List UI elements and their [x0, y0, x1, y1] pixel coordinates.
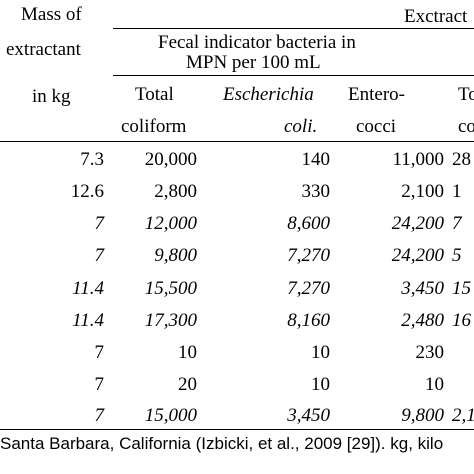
table-caption: Santa Barbara, California (Izbicki, et a… [0, 434, 444, 453]
cell-entero: 24,200 [391, 213, 444, 234]
cell-mass: 12.6 [70, 181, 104, 202]
column-header-label: Entero- [348, 84, 405, 105]
column-header-label: coli [458, 116, 474, 137]
cell-mass: 7 [94, 213, 105, 234]
cell-ecoli: 10 [311, 342, 330, 363]
cell-total: 20,000 [144, 149, 197, 170]
cell-total: 12,000 [144, 213, 197, 234]
cell-total: 10 [178, 342, 197, 363]
cell-entero: 230 [415, 342, 445, 363]
column-header-label: Escherichia [223, 84, 314, 105]
cell-ecoli: 3,450 [287, 405, 330, 426]
cell-mass: 7 [94, 374, 105, 395]
cell-ecoli: 10 [311, 374, 330, 395]
mass-header-line: Mass of [21, 4, 82, 25]
cell-next: 16 [452, 310, 471, 331]
cell-mass: 11.4 [72, 278, 104, 299]
cell-ecoli: 7,270 [287, 245, 330, 266]
group-header-rule [113, 28, 474, 29]
cell-next: 1 [452, 181, 462, 202]
cell-total: 2,800 [154, 181, 197, 202]
cell-ecoli: 140 [301, 149, 331, 170]
cell-next: 2,10 [452, 405, 474, 426]
header-bottom-rule [0, 141, 474, 142]
cell-mass: 7.3 [80, 149, 104, 170]
column-header-label: cocci [356, 116, 397, 137]
cell-ecoli: 8,600 [287, 213, 330, 234]
cell-entero: 2,480 [401, 310, 444, 331]
table-bottom-rule [0, 429, 474, 430]
cell-entero: 9,800 [401, 405, 444, 426]
cell-entero: 2,100 [401, 181, 444, 202]
cell-entero: 24,200 [391, 245, 444, 266]
cell-mass: 11.4 [72, 310, 104, 331]
cell-total: 17,300 [144, 310, 197, 331]
cell-total: 15,500 [144, 278, 197, 299]
cell-ecoli: 7,270 [287, 278, 330, 299]
cell-ecoli: 8,160 [287, 310, 330, 331]
cell-entero: 3,450 [401, 278, 444, 299]
cell-mass: 7 [94, 245, 105, 266]
cell-next: 28 [452, 149, 471, 170]
cell-total: 9,800 [154, 245, 197, 266]
column-header-label: coliform [121, 116, 187, 137]
cell-entero: 10 [425, 374, 444, 395]
cell-next: 15 [452, 278, 471, 299]
column-header-label: Total [135, 84, 174, 105]
mass-header-line: in kg [32, 86, 71, 107]
cell-mass: 7 [94, 405, 105, 426]
cell-entero: 11,000 [392, 149, 444, 170]
cell-next: 5 [452, 245, 462, 266]
cell-next: 7 [452, 213, 462, 234]
cell-total: 15,000 [144, 405, 197, 426]
column-header-label: To [458, 84, 474, 105]
column-header-label: coli. [284, 116, 318, 137]
fecal-indicator-header-line2: MPN per 100 mL [186, 52, 321, 73]
fecal-indicator-header-line1: Fecal indicator bacteria in [158, 32, 356, 53]
cell-ecoli: 330 [301, 181, 331, 202]
extractant-group-header: Exctract [404, 6, 468, 27]
cell-total: 20 [178, 374, 197, 395]
cell-mass: 7 [94, 342, 105, 363]
mass-header-line: extractant [6, 39, 81, 60]
subgroup-header-rule [113, 75, 474, 76]
